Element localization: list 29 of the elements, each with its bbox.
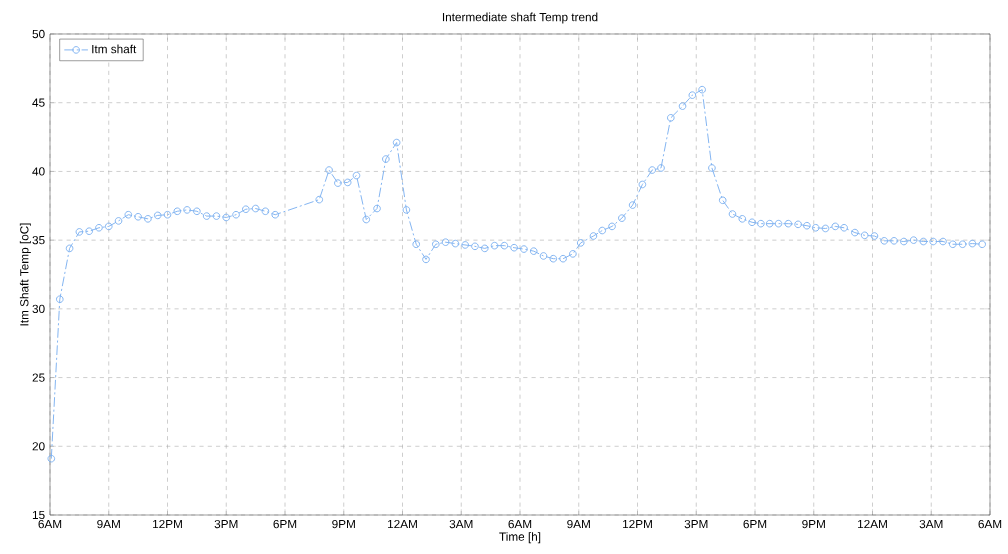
x-tick-label: 6PM	[743, 519, 767, 529]
y-tick-label: 25	[32, 373, 45, 382]
legend-label: Itm shaft	[92, 44, 137, 54]
x-tick-label: 9AM	[97, 519, 120, 529]
y-tick-label: 45	[32, 98, 45, 107]
x-tick-label: 6AM	[38, 519, 62, 529]
y-tick-label: 15	[32, 510, 45, 520]
x-tick-label: 12AM	[388, 519, 417, 529]
x-tick-label: 6AM	[978, 519, 1002, 529]
x-tick-label: 9PM	[802, 519, 825, 529]
x-tick-label: 3AM	[919, 519, 943, 529]
x-tick-label: 3PM	[214, 519, 238, 529]
y-tick-label: 50	[32, 29, 45, 39]
y-axis-title: Itm Shaft Temp [oC]	[19, 223, 31, 326]
y-tick-label: 30	[32, 304, 45, 314]
x-tick-label: 9AM	[567, 519, 590, 529]
x-tick-label: 12AM	[858, 519, 887, 529]
y-tick-label: 35	[32, 235, 45, 245]
x-tick-label: 6PM	[273, 519, 297, 529]
y-tick-label: 20	[32, 442, 45, 451]
chart-title: Intermediate shaft Temp trend	[442, 12, 598, 24]
x-tick-label: 6AM	[508, 519, 532, 529]
y-tick-label: 40	[32, 167, 45, 176]
x-tick-label: 12PM	[153, 519, 182, 529]
x-tick-label: 9PM	[332, 519, 355, 529]
x-tick-label: 12PM	[623, 519, 652, 529]
x-tick-label: 3AM	[449, 519, 473, 529]
x-tick-label: 3PM	[684, 519, 708, 529]
x-axis-title: Time [h]	[499, 532, 541, 544]
